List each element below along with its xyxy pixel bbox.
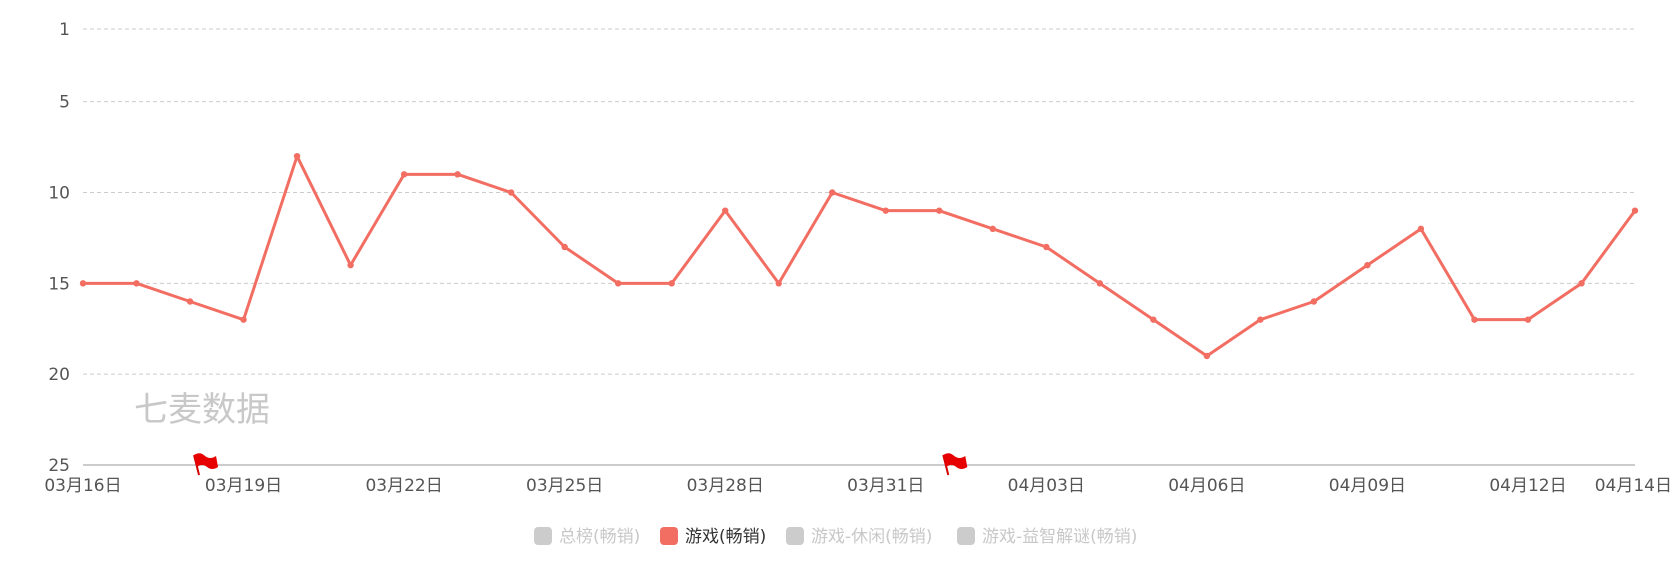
flag-icon[interactable] xyxy=(193,453,219,476)
x-tick-label: 04月14日 xyxy=(1595,476,1672,496)
x-tick-label: 03月22日 xyxy=(365,476,442,496)
data-point[interactable] xyxy=(614,280,622,287)
legend[interactable]: 总榜(畅销) 游戏(畅销) 游戏-休闲(畅销) 游戏-益智解谜(畅销) xyxy=(534,527,1137,547)
legend-label[interactable]: 游戏-休闲(畅销) xyxy=(811,527,932,547)
data-point[interactable] xyxy=(829,189,836,196)
y-tick-label: 10 xyxy=(48,184,70,204)
data-point[interactable] xyxy=(722,207,729,214)
data-point[interactable] xyxy=(1203,352,1211,360)
x-tick-label: 04月12日 xyxy=(1489,476,1566,496)
data-point[interactable] xyxy=(186,298,194,305)
flag-icon[interactable] xyxy=(942,453,968,476)
x-tick-label: 03月16日 xyxy=(44,476,121,496)
data-point[interactable] xyxy=(936,207,943,214)
data-point[interactable] xyxy=(1471,316,1478,323)
data-point[interactable] xyxy=(1150,316,1157,323)
data-point[interactable] xyxy=(561,243,568,251)
data-point[interactable] xyxy=(454,171,461,178)
x-tick-label: 03月19日 xyxy=(205,476,282,496)
data-point[interactable] xyxy=(1631,207,1639,214)
data-point[interactable] xyxy=(1417,225,1425,233)
x-tick-label: 03月31日 xyxy=(847,476,924,496)
y-tick-label: 15 xyxy=(48,274,70,294)
legend-label[interactable]: 总榜(畅销) xyxy=(559,527,640,547)
data-point[interactable] xyxy=(989,225,996,233)
data-point[interactable] xyxy=(1364,261,1371,269)
y-tick-label: 25 xyxy=(48,456,70,476)
legend-item[interactable]: 游戏(畅销) xyxy=(660,527,766,547)
legend-label[interactable]: 游戏-益智解谜(畅销) xyxy=(982,527,1137,547)
legend-swatch[interactable] xyxy=(786,527,804,545)
x-tick-label: 04月03日 xyxy=(1008,476,1085,496)
data-point[interactable] xyxy=(293,152,301,160)
x-tick-label: 03月25日 xyxy=(526,476,603,496)
data-point[interactable] xyxy=(1310,298,1318,305)
legend-item[interactable]: 游戏-益智解谜(畅销) xyxy=(957,527,1137,547)
y-tick-label: 1 xyxy=(59,20,70,40)
legend-swatch[interactable] xyxy=(660,527,678,545)
legend-item[interactable]: 游戏-休闲(畅销) xyxy=(786,527,932,547)
data-point[interactable] xyxy=(775,280,782,287)
y-tick-label: 5 xyxy=(59,93,70,113)
legend-swatch[interactable] xyxy=(957,527,975,545)
series-line[interactable] xyxy=(83,154,1637,358)
data-point[interactable] xyxy=(1524,316,1532,323)
data-point[interactable] xyxy=(507,189,515,196)
data-point[interactable] xyxy=(1578,280,1585,287)
data-point[interactable] xyxy=(400,171,408,178)
x-tick-label: 04月09日 xyxy=(1329,476,1406,496)
legend-label[interactable]: 游戏(畅销) xyxy=(685,527,766,547)
x-tick-label: 03月28日 xyxy=(687,476,764,496)
y-tick-label: 20 xyxy=(48,365,70,385)
series-layer[interactable] xyxy=(79,152,1639,360)
data-point[interactable] xyxy=(79,280,87,287)
data-point[interactable] xyxy=(347,261,354,269)
x-tick-label: 04月06日 xyxy=(1168,476,1245,496)
watermark-text: 七麦数据 xyxy=(134,390,270,430)
event-flags[interactable] xyxy=(193,453,968,476)
data-point[interactable] xyxy=(882,207,889,214)
data-point[interactable] xyxy=(1096,280,1104,287)
legend-item[interactable]: 总榜(畅销) xyxy=(534,527,640,547)
x-axis-ticks: 03月16日 03月19日 03月22日 03月25日 03月28日 03月31日 04月0… xyxy=(44,476,1672,496)
data-point[interactable] xyxy=(1043,243,1050,251)
data-point[interactable] xyxy=(668,280,675,287)
data-point[interactable] xyxy=(133,280,140,287)
data-point[interactable] xyxy=(240,316,247,323)
data-point[interactable] xyxy=(1257,316,1264,323)
legend-swatch[interactable] xyxy=(534,527,552,545)
